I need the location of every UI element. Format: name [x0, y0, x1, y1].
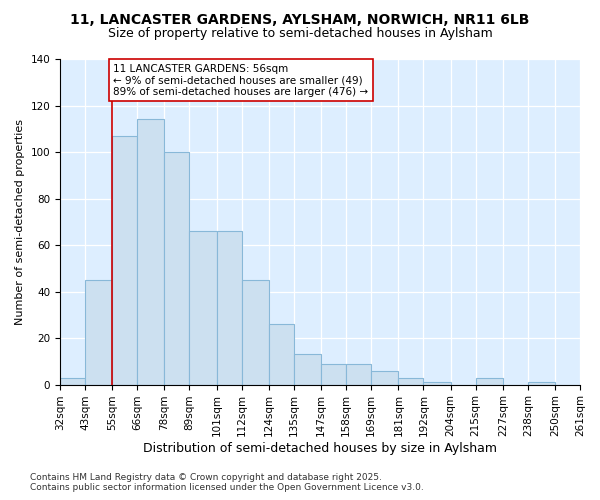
- Bar: [398, 378, 424, 384]
- Bar: [164, 152, 190, 384]
- Bar: [580, 382, 600, 384]
- Bar: [476, 378, 503, 384]
- Bar: [321, 364, 346, 384]
- Bar: [190, 231, 217, 384]
- Bar: [528, 382, 555, 384]
- Bar: [60, 378, 85, 384]
- Bar: [424, 382, 451, 384]
- Bar: [112, 136, 137, 384]
- Bar: [269, 324, 294, 384]
- Text: 11 LANCASTER GARDENS: 56sqm
← 9% of semi-detached houses are smaller (49)
89% of: 11 LANCASTER GARDENS: 56sqm ← 9% of semi…: [113, 64, 368, 97]
- X-axis label: Distribution of semi-detached houses by size in Aylsham: Distribution of semi-detached houses by …: [143, 442, 497, 455]
- Bar: [371, 370, 398, 384]
- Bar: [137, 120, 164, 384]
- Bar: [294, 354, 321, 384]
- Text: Size of property relative to semi-detached houses in Aylsham: Size of property relative to semi-detach…: [107, 28, 493, 40]
- Bar: [242, 280, 269, 384]
- Y-axis label: Number of semi-detached properties: Number of semi-detached properties: [15, 119, 25, 325]
- Bar: [346, 364, 371, 384]
- Text: Contains HM Land Registry data © Crown copyright and database right 2025.
Contai: Contains HM Land Registry data © Crown c…: [30, 473, 424, 492]
- Text: 11, LANCASTER GARDENS, AYLSHAM, NORWICH, NR11 6LB: 11, LANCASTER GARDENS, AYLSHAM, NORWICH,…: [70, 12, 530, 26]
- Bar: [217, 231, 242, 384]
- Bar: [85, 280, 112, 384]
